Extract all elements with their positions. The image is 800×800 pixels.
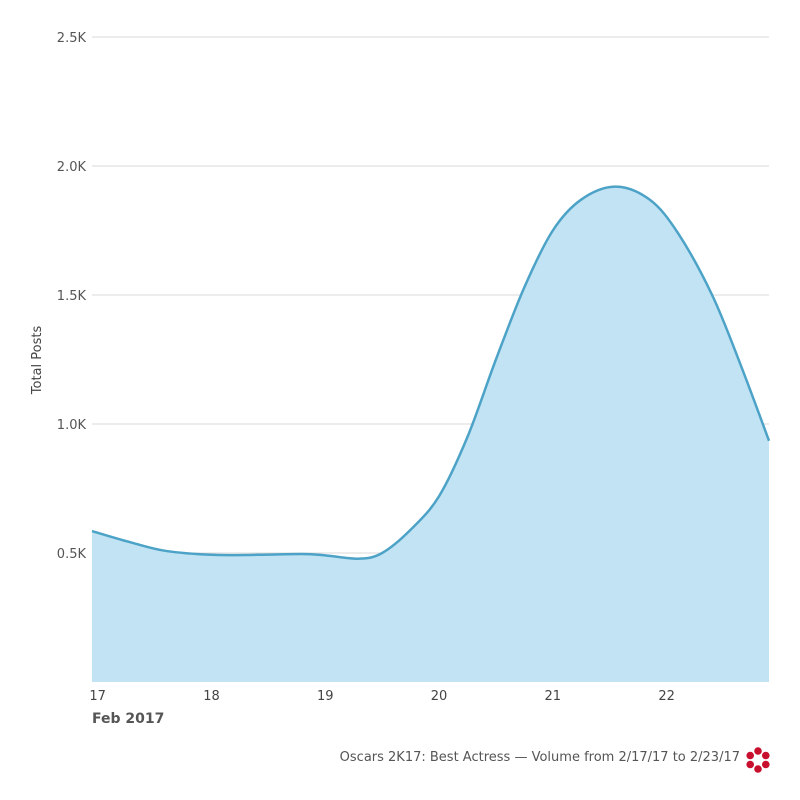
logo-dot [754, 765, 762, 773]
y-tick-label: 0.5K [57, 547, 87, 562]
y-tick-label: 1.0K [57, 418, 87, 433]
flower-logo-icon [746, 747, 770, 773]
logo-dot [761, 751, 770, 760]
logo-dot [754, 747, 762, 755]
area-chart: 0.5K 1.0K 1.5K 2.0K 2.5K 17 18 19 20 21 22 Total … [30, 31, 771, 727]
x-tick-label: 17 [89, 689, 106, 704]
logo-dot [746, 751, 755, 760]
series-area-fill [92, 186, 769, 682]
y-axis-label: Total Posts [30, 326, 45, 396]
x-tick-label: 22 [658, 689, 675, 704]
x-axis-month-label: Feb 2017 [92, 711, 164, 727]
logo-dot [746, 760, 755, 769]
x-tick-label: 20 [431, 689, 448, 704]
x-axis-ticks: 17 18 19 20 21 22 [89, 689, 674, 704]
series-line [91, 185, 771, 560]
y-axis-ticks: 0.5K 1.0K 1.5K 2.0K 2.5K [57, 31, 87, 562]
x-tick-label: 21 [545, 689, 562, 704]
chart-caption: Oscars 2K17: Best Actress — Volume from … [339, 750, 740, 765]
x-tick-label: 18 [203, 689, 220, 704]
y-tick-label: 2.5K [57, 31, 87, 46]
series-area [91, 185, 771, 682]
x-tick-label: 19 [317, 689, 334, 704]
y-tick-label: 2.0K [57, 160, 87, 175]
logo-dot [761, 760, 770, 769]
y-tick-label: 1.5K [57, 289, 87, 304]
